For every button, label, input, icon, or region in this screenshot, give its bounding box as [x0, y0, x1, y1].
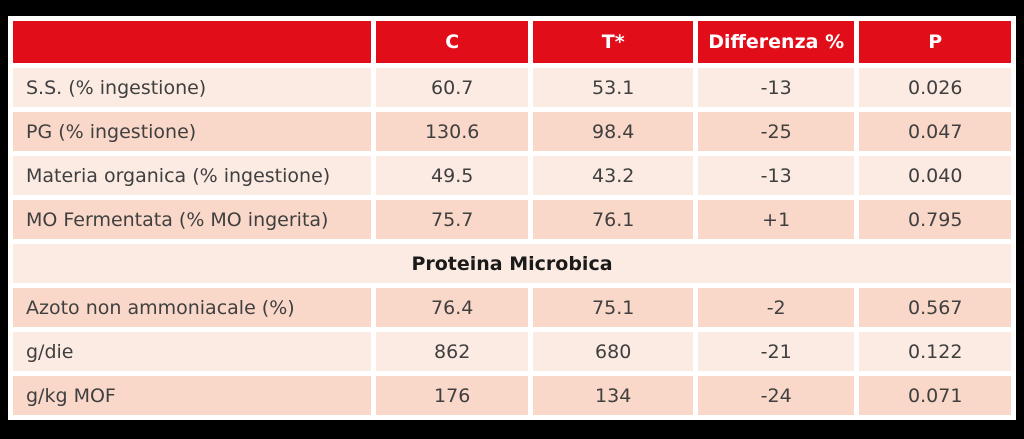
table-frame: C T* Differenza % P S.S. (% ingestione) … — [8, 16, 1016, 420]
header-cell-t: T* — [533, 21, 693, 63]
cell-c: 60.7 — [375, 68, 529, 107]
cell-p: 0.567 — [859, 288, 1011, 327]
table-row-pg: PG (% ingestione) 130.6 98.4 -25 0.047 — [13, 112, 1011, 151]
cell-diff: -24 — [697, 376, 855, 415]
row-label: g/die — [13, 332, 371, 371]
cell-p: 0.071 — [859, 376, 1011, 415]
cell-c: 75.7 — [375, 200, 529, 239]
cell-p: 0.122 — [859, 332, 1011, 371]
cell-c: 862 — [375, 332, 529, 371]
cell-t: 43.2 — [533, 156, 693, 195]
row-label: g/kg MOF — [13, 376, 371, 415]
cell-c: 130.6 — [375, 112, 529, 151]
cell-c: 176 — [375, 376, 529, 415]
cell-t: 98.4 — [533, 112, 693, 151]
cell-p: 0.040 — [859, 156, 1011, 195]
cell-diff: -13 — [697, 156, 855, 195]
cell-c: 49.5 — [375, 156, 529, 195]
row-label: Azoto non ammoniacale (%) — [13, 288, 371, 327]
row-label: PG (% ingestione) — [13, 112, 371, 151]
table-row-g-die: g/die 862 680 -21 0.122 — [13, 332, 1011, 371]
header-cell-differenza: Differenza % — [697, 21, 855, 63]
row-label: Materia organica (% ingestione) — [13, 156, 371, 195]
table-row-materia-organica: Materia organica (% ingestione) 49.5 43.… — [13, 156, 1011, 195]
table-row-g-kg-mof: g/kg MOF 176 134 -24 0.071 — [13, 376, 1011, 415]
cell-p: 0.795 — [859, 200, 1011, 239]
cell-p: 0.047 — [859, 112, 1011, 151]
header-row: C T* Differenza % P — [13, 21, 1011, 63]
cell-c: 76.4 — [375, 288, 529, 327]
cell-p: 0.026 — [859, 68, 1011, 107]
cell-diff: -13 — [697, 68, 855, 107]
header-cell-c: C — [375, 21, 529, 63]
section-title: Proteina Microbica — [13, 244, 1011, 283]
cell-diff: -25 — [697, 112, 855, 151]
table-row-ss: S.S. (% ingestione) 60.7 53.1 -13 0.026 — [13, 68, 1011, 107]
row-label: MO Fermentata (% MO ingerita) — [13, 200, 371, 239]
cell-t: 134 — [533, 376, 693, 415]
cell-diff: -2 — [697, 288, 855, 327]
header-cell-p: P — [859, 21, 1011, 63]
cell-t: 53.1 — [533, 68, 693, 107]
cell-diff: -21 — [697, 332, 855, 371]
cell-diff: +1 — [697, 200, 855, 239]
table-row-mo-fermentata: MO Fermentata (% MO ingerita) 75.7 76.1 … — [13, 200, 1011, 239]
results-table: C T* Differenza % P S.S. (% ingestione) … — [8, 16, 1016, 420]
cell-t: 75.1 — [533, 288, 693, 327]
cell-t: 680 — [533, 332, 693, 371]
row-label: S.S. (% ingestione) — [13, 68, 371, 107]
header-cell-empty — [13, 21, 371, 63]
section-header-row: Proteina Microbica — [13, 244, 1011, 283]
table-row-azoto: Azoto non ammoniacale (%) 76.4 75.1 -2 0… — [13, 288, 1011, 327]
cell-t: 76.1 — [533, 200, 693, 239]
